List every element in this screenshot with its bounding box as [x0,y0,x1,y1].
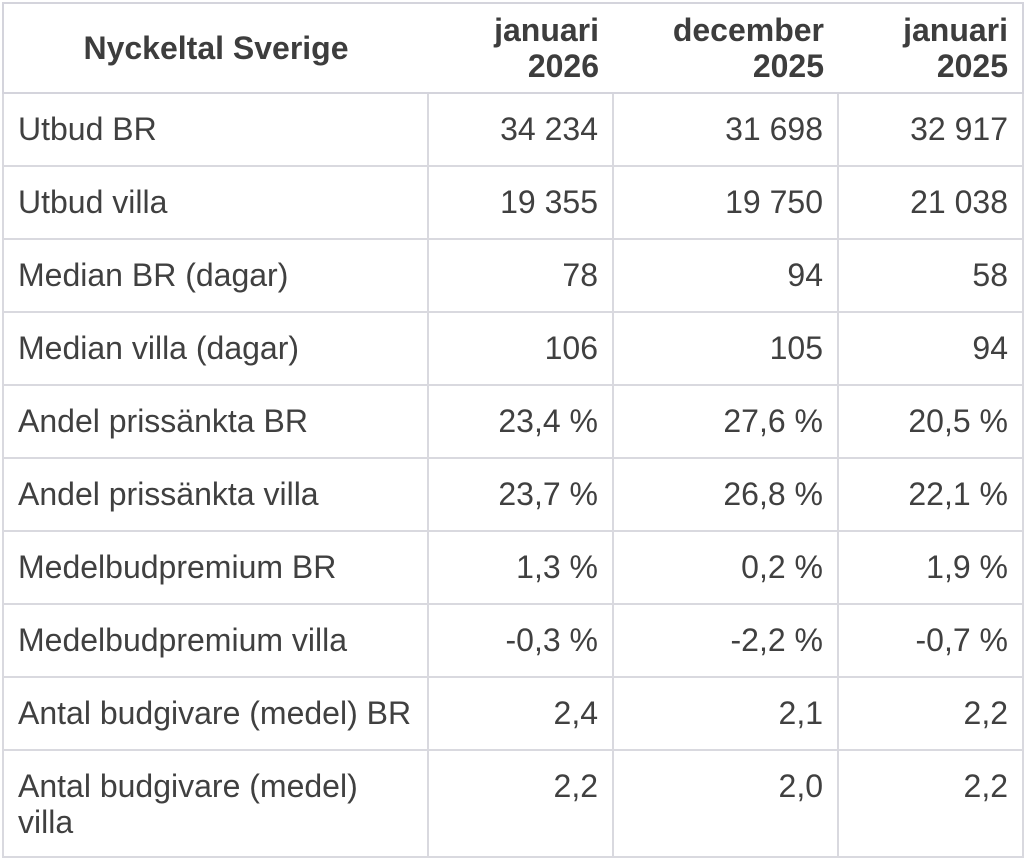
cell-value: 2,2 [427,749,614,858]
table-title: Nyckeltal Sverige [3,2,428,94]
column-header-december-2025: december 2025 [613,2,838,94]
cell-value: 2,1 [612,676,839,751]
cell-value: 20,5 % [837,384,1024,459]
cell-value: 58 [837,238,1024,313]
row-label: Antal budgivare (medel) villa [2,749,429,858]
cell-value: 27,6 % [612,384,839,459]
cell-value: 2,4 [427,676,614,751]
row-label: Utbud villa [2,165,429,240]
cell-value: -2,2 % [612,603,839,678]
cell-value: 94 [837,311,1024,386]
cell-value: 78 [427,238,614,313]
row-label: Medelbudpremium villa [2,603,429,678]
row-label: Median BR (dagar) [2,238,429,313]
cell-value: -0,3 % [427,603,614,678]
cell-value: 19 355 [427,165,614,240]
table-row-medelbudpremium-villa: Medelbudpremium villa -0,3 % -2,2 % -0,7… [2,603,1024,678]
cell-value: 2,2 [837,749,1024,858]
table-header: Nyckeltal Sverige januari 2026 december … [3,2,1023,94]
cell-value: 94 [612,238,839,313]
column-header-januari-2026: januari 2026 [428,2,613,94]
table-row-median-br: Median BR (dagar) 78 94 58 [2,238,1024,313]
table-row-antal-budgivare-villa: Antal budgivare (medel) villa 2,2 2,0 2,… [2,749,1024,858]
table-row-utbud-villa: Utbud villa 19 355 19 750 21 038 [2,165,1024,240]
table-body: Utbud BR 34 234 31 698 32 917 Utbud vill… [2,92,1024,858]
cell-value: 31 698 [612,92,839,167]
cell-value: 23,7 % [427,457,614,532]
row-label: Median villa (dagar) [2,311,429,386]
table-row-medelbudpremium-br: Medelbudpremium BR 1,3 % 0,2 % 1,9 % [2,530,1024,605]
row-label: Andel prissänkta villa [2,457,429,532]
cell-value: -0,7 % [837,603,1024,678]
cell-value: 26,8 % [612,457,839,532]
table-row-median-villa: Median villa (dagar) 106 105 94 [2,311,1024,386]
cell-value: 0,2 % [612,530,839,605]
table-row-antal-budgivare-br: Antal budgivare (medel) BR 2,4 2,1 2,2 [2,676,1024,751]
row-label: Antal budgivare (medel) BR [2,676,429,751]
cell-value: 23,4 % [427,384,614,459]
cell-value: 1,9 % [837,530,1024,605]
cell-value: 32 917 [837,92,1024,167]
column-header-januari-2025: januari 2025 [838,2,1023,94]
table-row-andel-prissankta-br: Andel prissänkta BR 23,4 % 27,6 % 20,5 % [2,384,1024,459]
cell-value: 22,1 % [837,457,1024,532]
cell-value: 1,3 % [427,530,614,605]
row-label: Andel prissänkta BR [2,384,429,459]
cell-value: 2,0 [612,749,839,858]
table-row-utbud-br: Utbud BR 34 234 31 698 32 917 [2,92,1024,167]
cell-value: 2,2 [837,676,1024,751]
cell-value: 106 [427,311,614,386]
row-label: Medelbudpremium BR [2,530,429,605]
table-row-andel-prissankta-villa: Andel prissänkta villa 23,7 % 26,8 % 22,… [2,457,1024,532]
cell-value: 105 [612,311,839,386]
cell-value: 21 038 [837,165,1024,240]
cell-value: 19 750 [612,165,839,240]
row-label: Utbud BR [2,92,429,167]
cell-value: 34 234 [427,92,614,167]
header-row: Nyckeltal Sverige januari 2026 december … [3,2,1023,94]
